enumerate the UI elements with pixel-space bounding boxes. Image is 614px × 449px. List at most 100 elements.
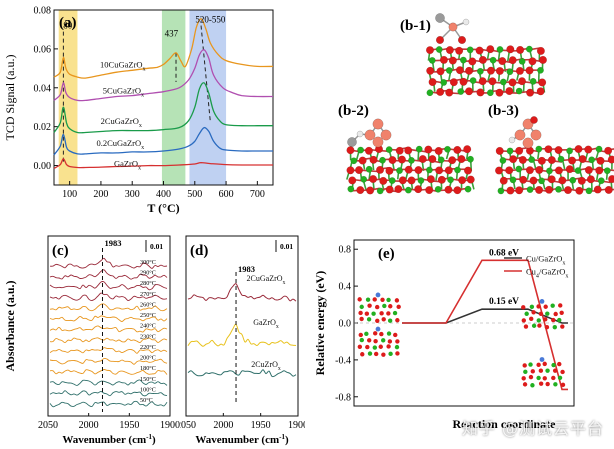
zr-atom [350,157,358,165]
o-atom [563,186,572,195]
o-atom [428,78,437,87]
o-atom [552,368,558,373]
x-tick-label-a: 300 [125,189,140,200]
cu-atom [364,129,376,141]
zr-atom [557,155,565,163]
series-line-c [49,379,168,386]
series-line-c [49,357,168,365]
x-axis-label-c: Wavenumber (cm-1) [62,433,156,446]
o-atom [395,318,400,323]
structure-inset [521,357,566,388]
o-atom [418,155,427,164]
zr-atom [385,146,393,154]
zr-atom [536,318,541,323]
zr-atom [382,303,387,309]
zr-atom [379,156,386,164]
x-tick-label-d: 1900 [288,420,305,431]
zr-atom [509,176,517,184]
x-tick-label-a: 100 [62,189,77,200]
zr-atom [387,318,393,323]
o-atom [369,175,378,184]
series-label-d: 2CuGaZrOx [247,274,286,286]
o-atom [543,304,548,309]
o-atom [518,77,527,86]
zr-atom [550,303,555,308]
o-atom [404,165,413,174]
o-atom [495,88,504,97]
o-atom [395,146,404,155]
o-atom [436,87,445,96]
series-label-c: 230°C [140,333,156,340]
o-atom [428,155,437,164]
o-atom [584,166,593,175]
zr-atom [434,185,442,193]
zr-atom [454,166,461,174]
o-atom [365,344,370,350]
o-atom [449,78,458,87]
o-atom [554,146,563,155]
series-label-c: 200°C [140,355,156,362]
o-atom [385,185,394,194]
zr-atom [536,375,541,381]
zr-atom [518,57,526,65]
o-atom [459,77,468,86]
zr-atom [523,369,528,375]
series-label-c: 300°C [140,259,156,266]
o-atom [553,311,558,317]
o-atom [444,185,453,194]
series-line-GaZrOx [53,158,273,170]
o-atom [547,175,556,184]
o-atom [537,156,546,165]
o-atom [558,176,567,185]
o-atom [378,344,383,349]
o-atom [436,67,445,76]
o-atom [394,298,400,303]
o-atom [434,146,443,155]
series-line-c [49,292,168,301]
zr-atom [444,145,451,153]
x-tick-label-a: 600 [219,189,234,200]
x-axis-label-a: T (°C) [147,201,179,215]
o-atom [568,156,577,165]
o-atom [366,338,372,343]
zr-atom [499,78,507,86]
zr-atom [459,56,467,64]
zr-atom [417,177,425,184]
o-atom [499,176,508,185]
o-atom [404,146,413,155]
y-tick-label-a: 0.04 [34,83,52,94]
o-atom [551,375,556,381]
o-atom [529,316,534,322]
o-atom [385,166,394,175]
y-axis-label-c: Absorbance (a.u.) [3,280,17,371]
o-atom [445,46,454,55]
zr-atom [440,79,448,86]
zr-atom [464,185,472,193]
o-atom [367,303,372,308]
zr-atom [545,368,550,373]
o-atom [374,304,380,310]
o-atom [537,323,542,328]
watermark: 知乎 @测试云平台 [461,419,604,438]
scale-label-d: 0.01 [280,242,293,251]
panel-label-e: (e) [378,246,395,262]
x-tick-label-a: 200 [93,189,108,200]
zr-atom [408,156,415,164]
h-atom [508,136,516,144]
o-atom [373,331,378,336]
o-atom [596,156,605,165]
o-atom [373,351,379,357]
o-atom [536,304,541,309]
o-atom [387,339,393,344]
peak-annotation-0: 80 [63,20,73,30]
series-label-c: 260°C [140,301,156,308]
series-label-c: 220°C [140,344,156,351]
o-atom [536,87,545,96]
plot-frame-c [47,235,171,417]
cu-atom [522,118,534,130]
o-atom [395,339,400,344]
series-line-c [49,315,168,322]
zr-atom [524,311,529,316]
o-atom [358,332,363,338]
o-atom [457,155,466,164]
